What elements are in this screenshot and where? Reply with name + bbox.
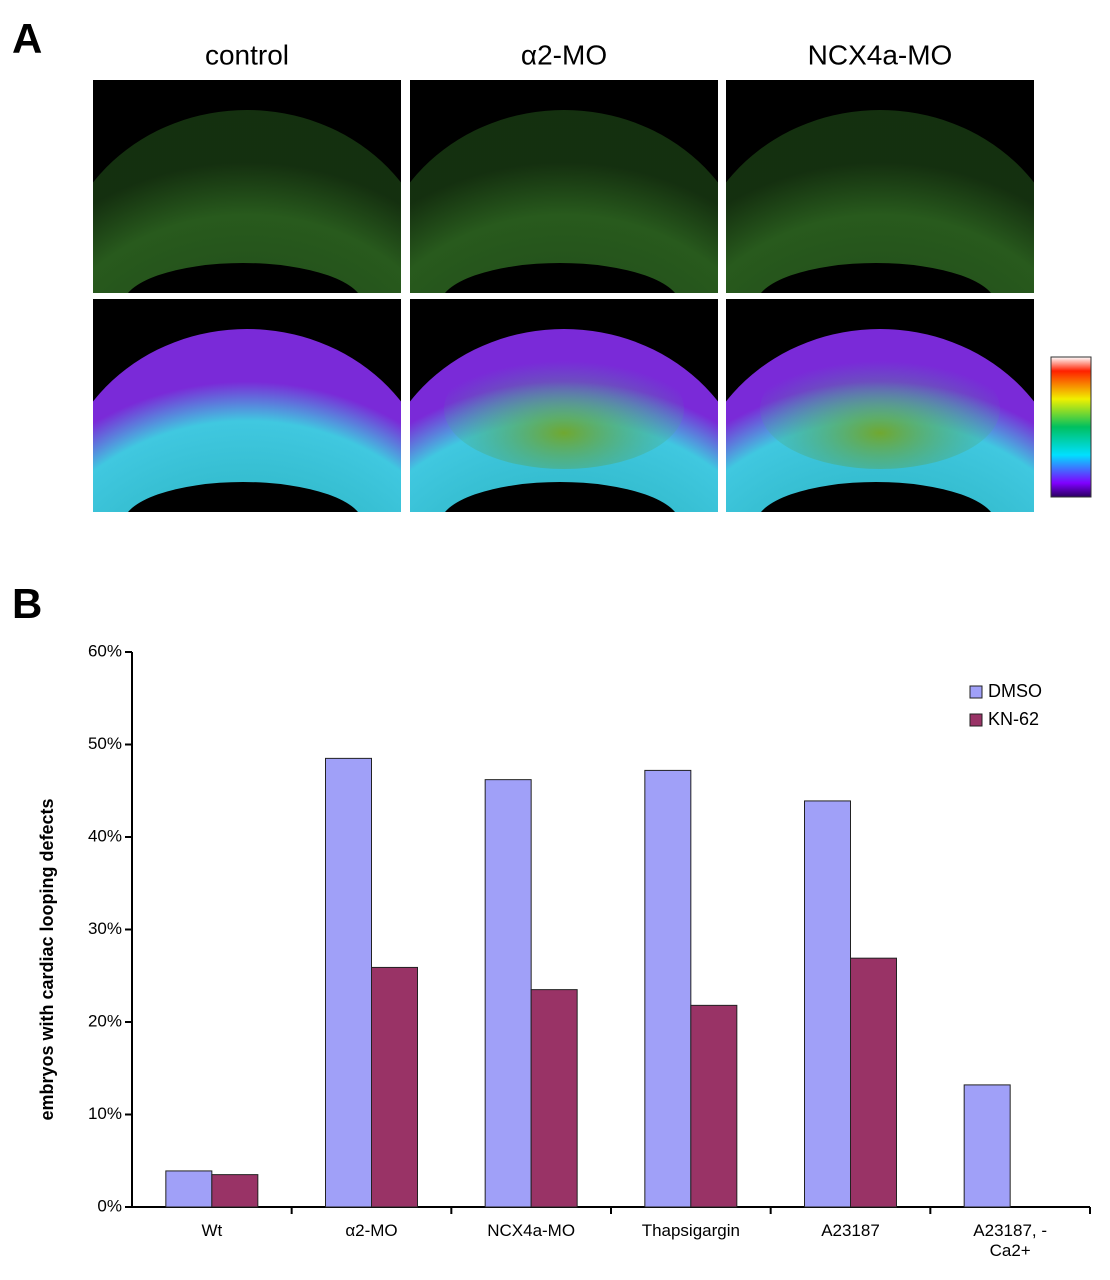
x-tick-label: A23187, - Ca2+	[973, 1221, 1048, 1260]
x-tick-label: NCX4a-MO	[487, 1221, 576, 1240]
yolk	[128, 482, 358, 512]
y-tick-label: 60%	[88, 641, 122, 660]
embryo	[410, 110, 718, 293]
bar	[644, 769, 692, 1208]
bar	[963, 1084, 1011, 1208]
column-title: α2-MO	[521, 39, 607, 70]
panel-label: B	[12, 580, 42, 627]
bar	[165, 1170, 213, 1208]
micrograph	[93, 299, 401, 512]
bar	[690, 1004, 738, 1208]
x-tick-label: α2-MO	[345, 1221, 398, 1240]
y-tick-label: 10%	[88, 1104, 122, 1123]
bar	[530, 989, 578, 1208]
hot-region	[760, 349, 1000, 469]
bar	[484, 779, 532, 1208]
y-tick-label: 20%	[88, 1011, 122, 1030]
bar	[804, 800, 851, 1208]
color-bar	[1050, 356, 1092, 498]
micrograph	[726, 80, 1034, 293]
hot-region	[444, 349, 684, 469]
x-tick-label: Thapsigargin	[641, 1221, 740, 1240]
legend-label: DMSO	[988, 681, 1042, 701]
panel-label: A	[12, 15, 42, 62]
x-tick-label: Wt	[201, 1221, 223, 1240]
y-tick-label: 50%	[88, 734, 122, 753]
yolk	[761, 263, 991, 293]
micrograph	[726, 299, 1034, 512]
legend-swatch	[969, 685, 983, 699]
yolk	[761, 482, 991, 512]
y-axis-label: embryos with cardiac looping defects	[37, 798, 57, 1120]
micrograph	[410, 299, 718, 512]
y-tick-label: 0%	[97, 1196, 122, 1215]
yolk	[445, 263, 675, 293]
y-tick-label: 30%	[88, 919, 122, 938]
y-tick-label: 40%	[88, 826, 122, 845]
x-tick-label: A23187	[821, 1221, 880, 1240]
bar	[850, 957, 897, 1208]
micrograph	[410, 80, 718, 293]
yolk	[445, 482, 675, 512]
bar	[371, 966, 418, 1208]
bar	[325, 757, 372, 1208]
column-title: NCX4a-MO	[808, 39, 953, 70]
embryo	[93, 110, 401, 293]
legend-swatch	[969, 713, 983, 727]
micrographs	[93, 80, 1034, 512]
embryo	[93, 329, 401, 512]
embryo	[726, 110, 1034, 293]
bar	[211, 1174, 259, 1208]
micrograph	[93, 80, 401, 293]
column-title: control	[205, 39, 289, 70]
legend-label: KN-62	[988, 709, 1039, 729]
yolk	[128, 263, 358, 293]
